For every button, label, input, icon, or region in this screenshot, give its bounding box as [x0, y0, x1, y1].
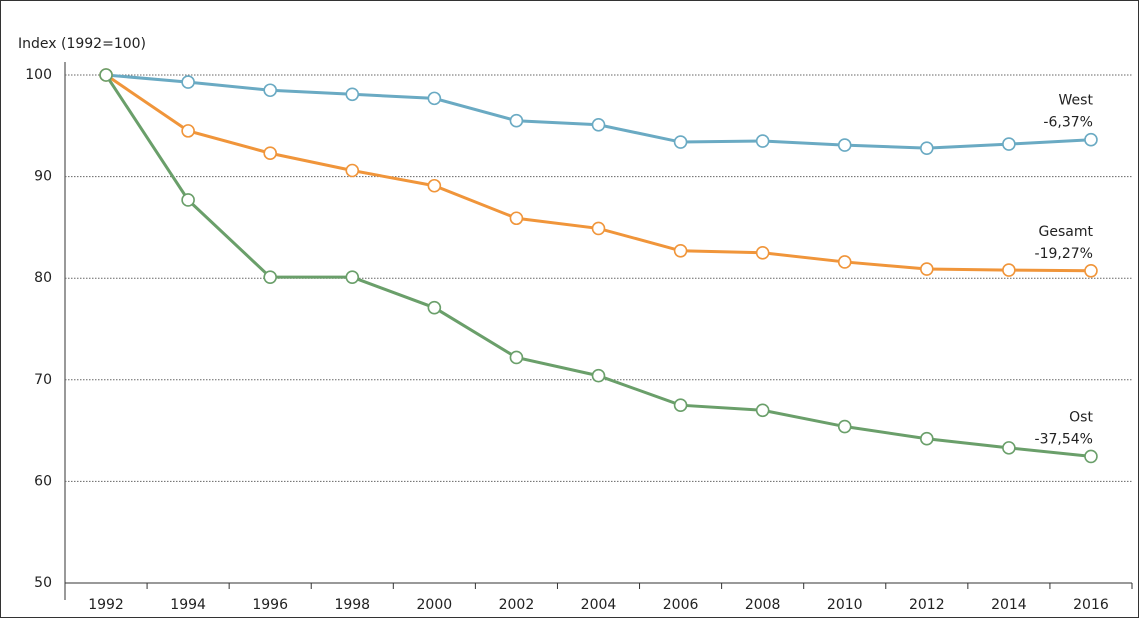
series-change: -6,37%	[1043, 115, 1093, 131]
series-label: Ost	[1069, 409, 1093, 425]
x-tick-label: 1994	[170, 597, 206, 613]
y-tick-label: 50	[34, 575, 52, 591]
data-point	[263, 83, 277, 98]
x-tick-label: 2010	[827, 597, 863, 613]
data-point	[181, 124, 195, 138]
data-point	[920, 431, 934, 446]
x-tick-label: 2002	[499, 597, 535, 613]
data-point	[99, 68, 113, 82]
data-point	[920, 141, 934, 155]
series-line	[105, 73, 1091, 273]
x-tick-label: 2006	[663, 597, 699, 613]
x-tick-label: 1992	[88, 597, 124, 613]
data-point	[427, 91, 442, 106]
data-point	[1002, 137, 1016, 151]
data-point	[345, 163, 360, 178]
data-point	[1084, 132, 1098, 147]
data-point	[509, 350, 524, 365]
data-point	[427, 300, 442, 315]
data-point	[1084, 449, 1098, 464]
data-point	[755, 134, 770, 148]
x-tick-label: 1998	[334, 597, 370, 613]
series-label: West	[1059, 93, 1094, 109]
data-point	[345, 270, 360, 284]
y-tick-label: 90	[34, 169, 52, 185]
series-change: -19,27%	[1035, 246, 1093, 262]
data-point	[673, 135, 688, 149]
series-line	[105, 73, 1092, 150]
data-point	[591, 117, 606, 132]
y-tick-label: 60	[34, 473, 52, 489]
data-point	[181, 193, 195, 207]
data-point	[1002, 263, 1016, 277]
series-line	[104, 74, 1092, 458]
data-point	[673, 243, 688, 258]
y-tick-label: 80	[34, 270, 52, 286]
x-tick-label: 2016	[1073, 597, 1109, 613]
x-tick-label: 2008	[745, 597, 781, 613]
y-tick-label: 70	[34, 372, 52, 388]
data-point	[837, 138, 852, 152]
data-point	[755, 246, 770, 260]
data-point	[263, 146, 277, 161]
y-axis-label: Index (1992=100)	[18, 36, 146, 52]
data-point	[591, 221, 606, 236]
series-label: Gesamt	[1038, 224, 1093, 240]
y-tick-label: 100	[25, 67, 52, 83]
x-tick-label: 2000	[417, 597, 453, 613]
series-change: -37,54%	[1035, 431, 1093, 447]
data-point	[755, 403, 770, 418]
x-tick-label: 2014	[991, 597, 1027, 613]
data-point	[1002, 441, 1016, 455]
data-point	[920, 262, 934, 276]
data-point	[673, 398, 688, 413]
data-point	[837, 419, 852, 434]
data-point	[345, 87, 360, 102]
x-tick-label: 1996	[252, 597, 288, 613]
data-point	[509, 113, 524, 128]
x-tick-label: 2004	[581, 597, 617, 613]
data-point	[1084, 263, 1098, 278]
data-point	[181, 75, 195, 89]
x-tick-label: 2012	[909, 597, 945, 613]
data-point	[837, 255, 852, 269]
data-point	[591, 368, 606, 383]
data-point	[263, 270, 277, 284]
data-point	[427, 178, 442, 193]
data-point	[509, 211, 524, 226]
